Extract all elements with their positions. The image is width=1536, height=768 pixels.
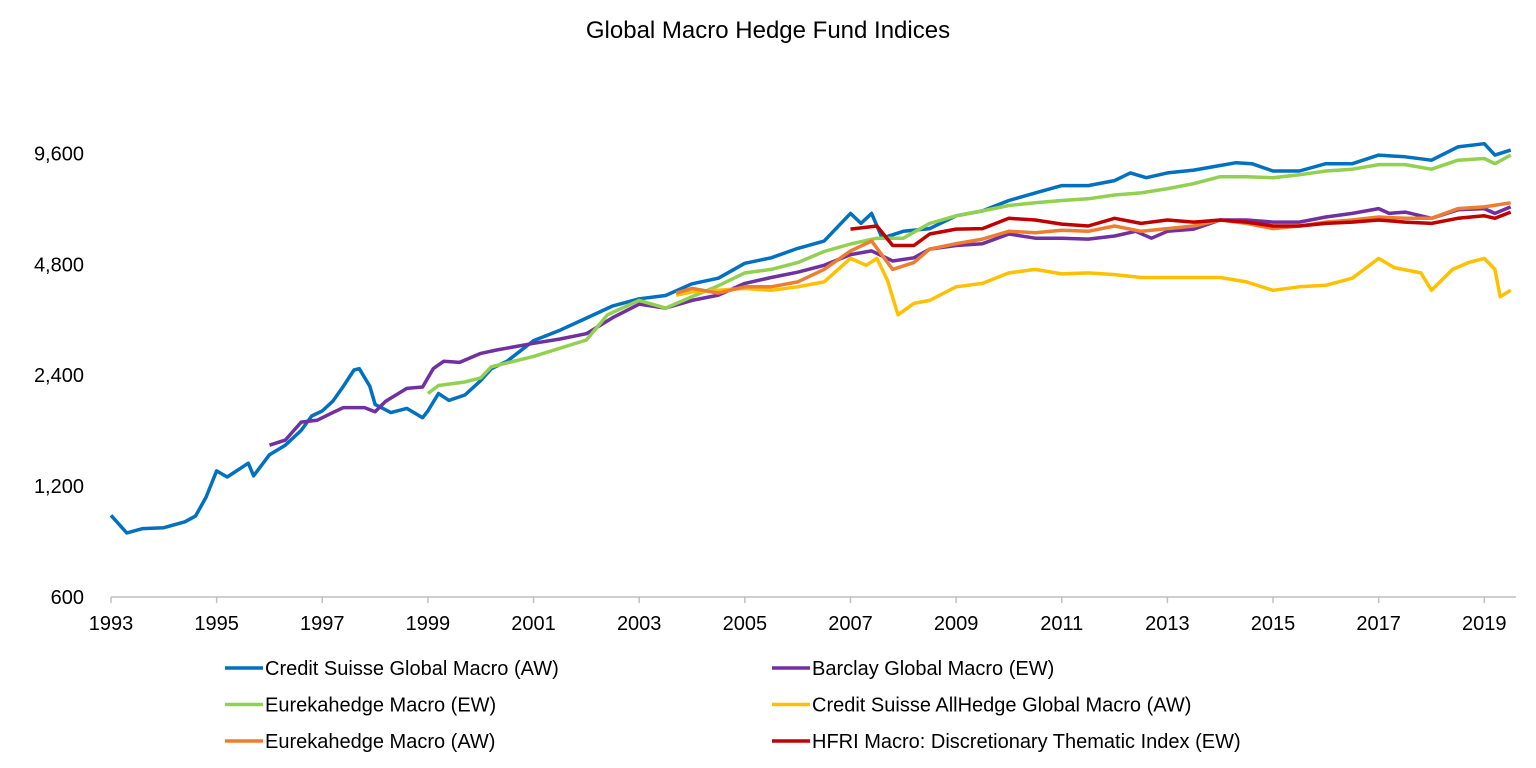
y-axis: 600 1,200 2,400 4,800 9,600 (34, 143, 84, 609)
x-tick-label: 2015 (1251, 613, 1296, 635)
y-tick-label: 600 (51, 587, 84, 609)
x-tick-label: 1999 (406, 613, 451, 635)
legend-label: HFRI Macro: Discretionary Thematic Index… (812, 731, 1241, 753)
legend-label: Eurekahedge Macro (EW) (265, 695, 496, 717)
x-tick-label: 2001 (511, 613, 556, 635)
series-line (268, 205, 1512, 447)
legend-label: Credit Suisse AllHedge Global Macro (AW) (812, 695, 1191, 717)
series-line (675, 256, 1512, 317)
legend-item: HFRI Macro: Discretionary Thematic Index… (772, 731, 1241, 753)
x-tick-label: 1993 (89, 613, 134, 635)
x-tick-label: 1995 (194, 613, 239, 635)
x-tick-label: 2017 (1356, 613, 1401, 635)
chart-title: Global Macro Hedge Fund Indices (586, 17, 950, 44)
legend-item: Credit Suisse AllHedge Global Macro (AW) (772, 695, 1191, 717)
legend-item: Credit Suisse Global Macro (AW) (225, 658, 559, 680)
y-tick-label: 1,200 (34, 476, 84, 498)
plot-area (109, 141, 1512, 535)
legend-label: Credit Suisse Global Macro (AW) (265, 658, 559, 680)
series-line (675, 201, 1511, 295)
y-tick-label: 4,800 (34, 254, 84, 276)
x-tick-label: 2007 (828, 613, 873, 635)
x-tick-label: 2011 (1040, 613, 1083, 635)
x-tick-label: 2019 (1462, 613, 1507, 635)
x-tick-label: 2003 (617, 613, 662, 635)
legend: Credit Suisse Global Macro (AW) Barclay G… (225, 658, 1241, 753)
x-tick-label: 2005 (723, 613, 768, 635)
legend-label: Barclay Global Macro (EW) (812, 658, 1054, 680)
x-tick-label: 2013 (1145, 613, 1190, 635)
x-tick-label: 2009 (934, 613, 979, 635)
x-axis: 1993 1995 1997 1999 2001 2003 2005 2007 2009 2011… (89, 596, 1516, 635)
series-line (426, 153, 1512, 395)
legend-item: Eurekahedge Macro (EW) (225, 695, 496, 717)
y-tick-label: 2,400 (34, 365, 84, 387)
y-tick-label: 9,600 (34, 143, 84, 165)
series-line (109, 141, 1512, 535)
legend-item: Eurekahedge Macro (AW) (225, 731, 495, 753)
legend-item: Barclay Global Macro (EW) (772, 658, 1054, 680)
x-tick-label: 1997 (300, 613, 345, 635)
series-line (850, 210, 1512, 248)
legend-label: Eurekahedge Macro (AW) (265, 731, 495, 753)
